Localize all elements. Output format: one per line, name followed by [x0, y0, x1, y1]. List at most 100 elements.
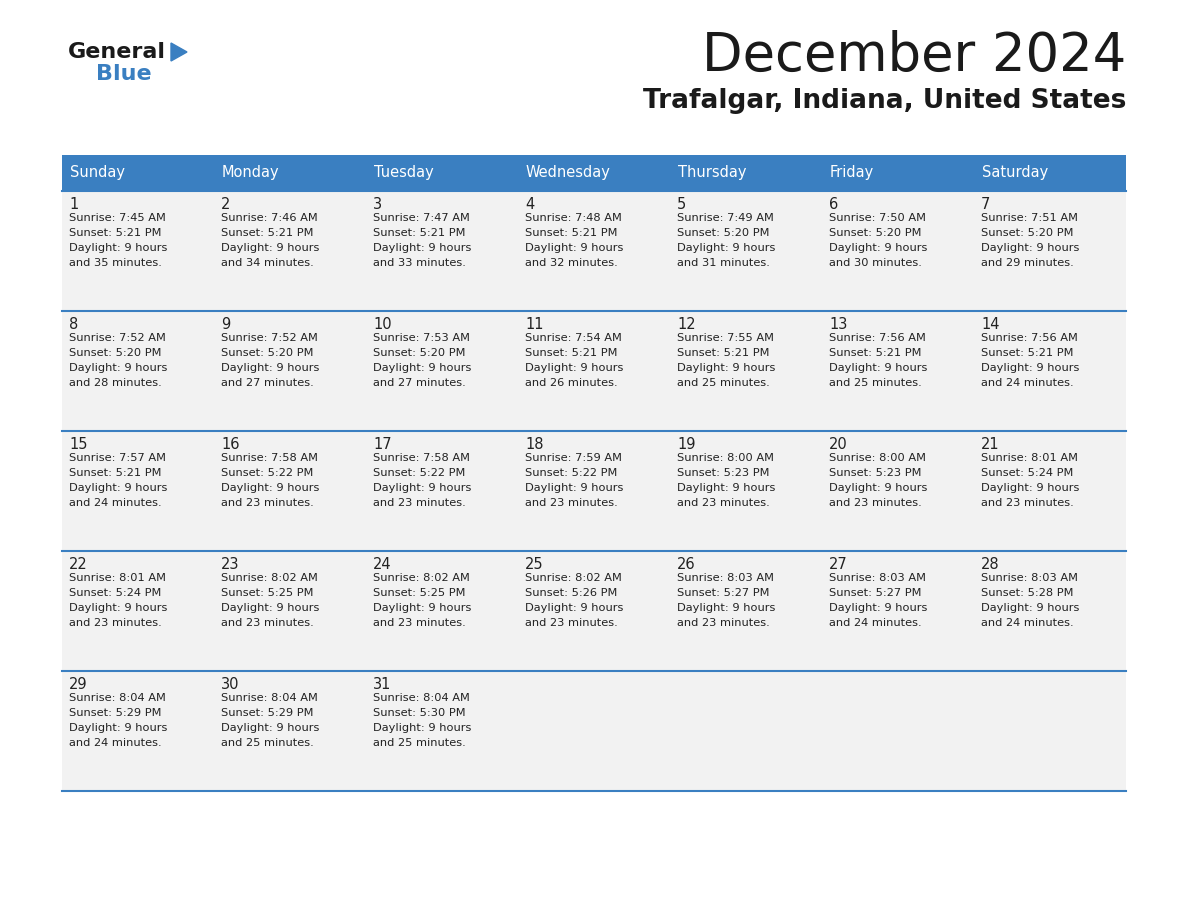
- Bar: [822, 551, 974, 671]
- Bar: [518, 551, 670, 671]
- Bar: [974, 671, 1126, 791]
- Bar: [214, 431, 366, 551]
- Text: and 25 minutes.: and 25 minutes.: [221, 738, 314, 748]
- Text: Sunrise: 7:54 AM: Sunrise: 7:54 AM: [525, 333, 621, 343]
- Bar: [62, 155, 214, 191]
- Text: Daylight: 9 hours: Daylight: 9 hours: [525, 483, 624, 493]
- Text: 23: 23: [221, 557, 240, 572]
- Text: 21: 21: [981, 437, 999, 452]
- Text: Daylight: 9 hours: Daylight: 9 hours: [981, 483, 1080, 493]
- Text: Sunrise: 8:01 AM: Sunrise: 8:01 AM: [981, 453, 1078, 463]
- Text: Sunset: 5:20 PM: Sunset: 5:20 PM: [373, 348, 466, 358]
- Bar: [518, 311, 670, 431]
- Bar: [366, 191, 518, 311]
- Text: Sunset: 5:27 PM: Sunset: 5:27 PM: [829, 588, 922, 598]
- Text: 7: 7: [981, 197, 991, 212]
- Text: Sunrise: 7:45 AM: Sunrise: 7:45 AM: [69, 213, 166, 223]
- Text: Sunset: 5:20 PM: Sunset: 5:20 PM: [221, 348, 314, 358]
- Bar: [518, 155, 670, 191]
- Text: Saturday: Saturday: [982, 165, 1048, 181]
- Text: Sunset: 5:21 PM: Sunset: 5:21 PM: [373, 228, 466, 238]
- Text: Sunset: 5:20 PM: Sunset: 5:20 PM: [829, 228, 922, 238]
- Text: Sunset: 5:24 PM: Sunset: 5:24 PM: [981, 468, 1074, 478]
- Text: Sunset: 5:20 PM: Sunset: 5:20 PM: [69, 348, 162, 358]
- Text: 14: 14: [981, 317, 999, 332]
- Text: and 35 minutes.: and 35 minutes.: [69, 258, 162, 268]
- Bar: [974, 311, 1126, 431]
- Text: 19: 19: [677, 437, 695, 452]
- Text: Sunrise: 7:56 AM: Sunrise: 7:56 AM: [981, 333, 1078, 343]
- Text: Sunrise: 7:58 AM: Sunrise: 7:58 AM: [221, 453, 318, 463]
- Polygon shape: [171, 43, 187, 61]
- Text: and 32 minutes.: and 32 minutes.: [525, 258, 618, 268]
- Text: and 27 minutes.: and 27 minutes.: [373, 378, 466, 388]
- Text: Daylight: 9 hours: Daylight: 9 hours: [221, 603, 320, 613]
- Text: Sunrise: 7:46 AM: Sunrise: 7:46 AM: [221, 213, 317, 223]
- Bar: [670, 671, 822, 791]
- Text: Sunset: 5:29 PM: Sunset: 5:29 PM: [69, 708, 162, 718]
- Text: Sunset: 5:21 PM: Sunset: 5:21 PM: [221, 228, 314, 238]
- Text: Daylight: 9 hours: Daylight: 9 hours: [981, 363, 1080, 373]
- Bar: [366, 671, 518, 791]
- Text: Sunset: 5:21 PM: Sunset: 5:21 PM: [981, 348, 1074, 358]
- Text: and 23 minutes.: and 23 minutes.: [981, 498, 1074, 508]
- Text: and 23 minutes.: and 23 minutes.: [677, 618, 770, 628]
- Bar: [62, 671, 214, 791]
- Text: Sunset: 5:20 PM: Sunset: 5:20 PM: [981, 228, 1074, 238]
- Text: Sunrise: 8:02 AM: Sunrise: 8:02 AM: [525, 573, 621, 583]
- Text: Sunrise: 7:51 AM: Sunrise: 7:51 AM: [981, 213, 1078, 223]
- Text: Wednesday: Wednesday: [526, 165, 611, 181]
- Text: and 23 minutes.: and 23 minutes.: [221, 498, 314, 508]
- Text: 28: 28: [981, 557, 999, 572]
- Bar: [974, 191, 1126, 311]
- Bar: [822, 671, 974, 791]
- Bar: [670, 431, 822, 551]
- Text: 30: 30: [221, 677, 240, 692]
- Text: Sunrise: 7:55 AM: Sunrise: 7:55 AM: [677, 333, 775, 343]
- Text: Sunrise: 7:53 AM: Sunrise: 7:53 AM: [373, 333, 470, 343]
- Text: 31: 31: [373, 677, 391, 692]
- Bar: [366, 155, 518, 191]
- Bar: [822, 431, 974, 551]
- Bar: [974, 551, 1126, 671]
- Text: Trafalgar, Indiana, United States: Trafalgar, Indiana, United States: [643, 88, 1126, 114]
- Text: Sunrise: 8:02 AM: Sunrise: 8:02 AM: [221, 573, 318, 583]
- Text: Sunset: 5:21 PM: Sunset: 5:21 PM: [525, 228, 618, 238]
- Text: Sunset: 5:23 PM: Sunset: 5:23 PM: [829, 468, 922, 478]
- Bar: [518, 431, 670, 551]
- Text: Sunrise: 8:03 AM: Sunrise: 8:03 AM: [981, 573, 1078, 583]
- Bar: [670, 551, 822, 671]
- Text: Sunrise: 7:52 AM: Sunrise: 7:52 AM: [69, 333, 166, 343]
- Text: Sunset: 5:21 PM: Sunset: 5:21 PM: [69, 468, 162, 478]
- Text: Daylight: 9 hours: Daylight: 9 hours: [221, 243, 320, 253]
- Text: Sunrise: 7:58 AM: Sunrise: 7:58 AM: [373, 453, 470, 463]
- Bar: [214, 551, 366, 671]
- Text: Daylight: 9 hours: Daylight: 9 hours: [69, 243, 168, 253]
- Text: Daylight: 9 hours: Daylight: 9 hours: [829, 243, 928, 253]
- Text: Daylight: 9 hours: Daylight: 9 hours: [373, 363, 472, 373]
- Text: 12: 12: [677, 317, 696, 332]
- Text: Daylight: 9 hours: Daylight: 9 hours: [981, 243, 1080, 253]
- Text: Sunset: 5:24 PM: Sunset: 5:24 PM: [69, 588, 162, 598]
- Text: Sunset: 5:26 PM: Sunset: 5:26 PM: [525, 588, 618, 598]
- Text: Sunset: 5:27 PM: Sunset: 5:27 PM: [677, 588, 770, 598]
- Text: and 30 minutes.: and 30 minutes.: [829, 258, 922, 268]
- Text: Sunset: 5:21 PM: Sunset: 5:21 PM: [829, 348, 922, 358]
- Text: 9: 9: [221, 317, 230, 332]
- Text: Sunset: 5:25 PM: Sunset: 5:25 PM: [373, 588, 466, 598]
- Text: 27: 27: [829, 557, 848, 572]
- Text: 18: 18: [525, 437, 543, 452]
- Text: Daylight: 9 hours: Daylight: 9 hours: [677, 363, 776, 373]
- Bar: [366, 431, 518, 551]
- Text: Sunrise: 8:04 AM: Sunrise: 8:04 AM: [221, 693, 318, 703]
- Text: and 34 minutes.: and 34 minutes.: [221, 258, 314, 268]
- Text: Sunset: 5:22 PM: Sunset: 5:22 PM: [373, 468, 466, 478]
- Text: Sunset: 5:22 PM: Sunset: 5:22 PM: [221, 468, 314, 478]
- Bar: [974, 431, 1126, 551]
- Text: and 31 minutes.: and 31 minutes.: [677, 258, 770, 268]
- Text: and 24 minutes.: and 24 minutes.: [829, 618, 922, 628]
- Text: Daylight: 9 hours: Daylight: 9 hours: [69, 363, 168, 373]
- Bar: [62, 191, 214, 311]
- Text: 1: 1: [69, 197, 78, 212]
- Text: 24: 24: [373, 557, 392, 572]
